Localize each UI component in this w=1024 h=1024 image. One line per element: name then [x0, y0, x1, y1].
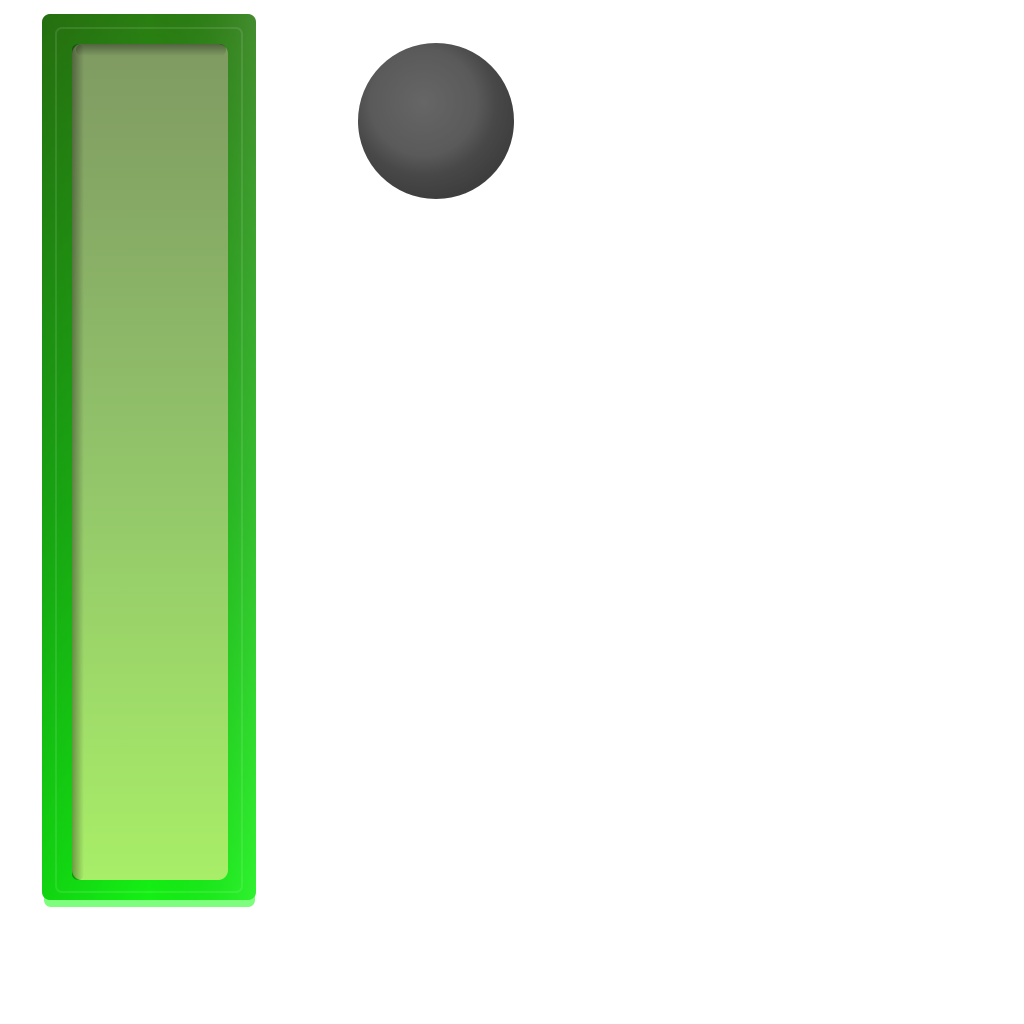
vertical-bar-icon	[42, 14, 256, 907]
dot-sphere	[358, 43, 514, 199]
dot-icon	[358, 43, 514, 199]
bar-frame-bevel	[55, 27, 243, 893]
bar-inner-shadow-top	[76, 44, 226, 56]
bar-inner-shadow-left	[72, 44, 84, 880]
bar-fill-panel	[72, 44, 228, 880]
